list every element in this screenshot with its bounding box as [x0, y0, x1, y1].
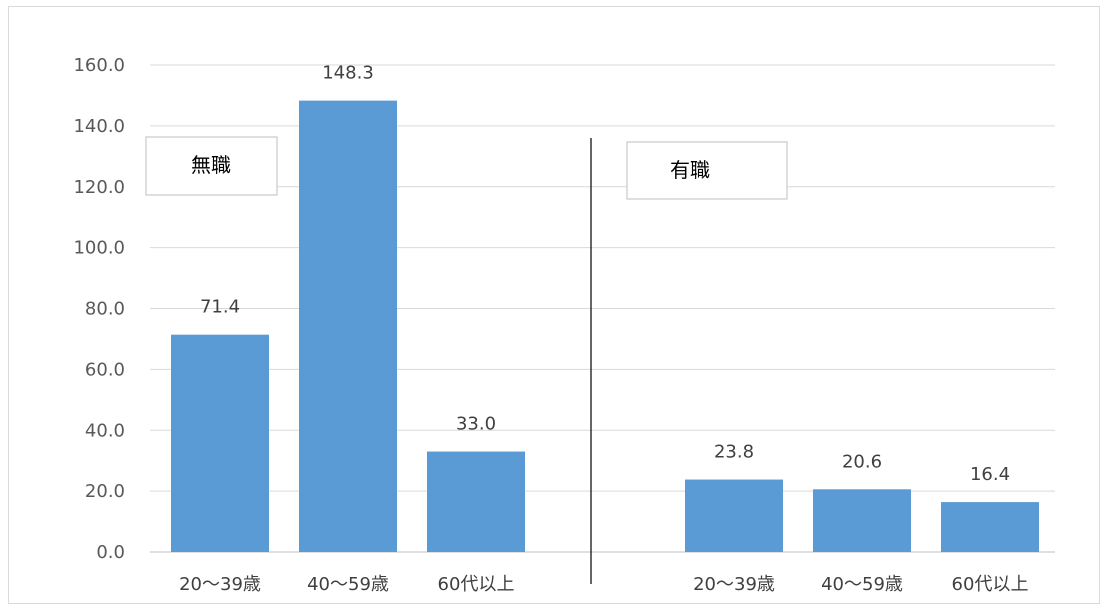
x-tick-label: 60代以上 — [952, 574, 1029, 595]
group-label-1: 無職 — [191, 153, 231, 177]
bar — [171, 334, 269, 552]
y-tick-label: 20.0 — [85, 481, 125, 502]
y-tick-label: 0.0 — [96, 542, 125, 563]
y-tick-label: 140.0 — [73, 116, 125, 137]
bar — [941, 502, 1039, 552]
chart-frame — [8, 6, 1100, 604]
bar — [299, 100, 397, 552]
bar — [813, 489, 911, 552]
y-tick-label: 40.0 — [85, 420, 125, 441]
y-axis-ticks: 0.0 20.0 40.0 60.0 80.0 100.0 120.0 140.0 160.0 — [73, 55, 125, 563]
y-tick-label: 80.0 — [85, 299, 125, 320]
bar — [427, 451, 525, 552]
data-label: 71.4 — [200, 297, 240, 318]
bar — [685, 479, 783, 552]
data-label: 16.4 — [970, 464, 1010, 485]
group-label-2: 有職 — [670, 158, 710, 182]
x-tick-label: 20～39歳 — [693, 574, 775, 595]
y-tick-label: 60.0 — [85, 359, 125, 380]
data-label: 23.8 — [714, 442, 754, 463]
y-tick-label: 120.0 — [73, 177, 125, 198]
bars — [171, 100, 1039, 552]
x-tick-label: 40～59歳 — [821, 574, 903, 595]
data-label: 20.6 — [842, 451, 882, 472]
x-tick-label: 20～39歳 — [179, 574, 261, 595]
x-tick-label: 60代以上 — [438, 574, 515, 595]
y-tick-label: 160.0 — [73, 55, 125, 76]
group-label-box-2 — [626, 141, 788, 200]
group-label-box-1 — [145, 136, 278, 196]
gridlines — [150, 64, 1055, 553]
y-tick-label: 100.0 — [73, 238, 125, 259]
category-labels: 20～39歳 40～59歳 60代以上 20～39歳 40～59歳 60代以上 — [179, 574, 1028, 595]
data-label: 33.0 — [456, 414, 496, 435]
x-tick-label: 40～59歳 — [307, 574, 389, 595]
data-labels: 71.4 148.3 33.0 23.8 20.6 16.4 — [200, 63, 1010, 485]
data-label: 148.3 — [322, 63, 374, 84]
